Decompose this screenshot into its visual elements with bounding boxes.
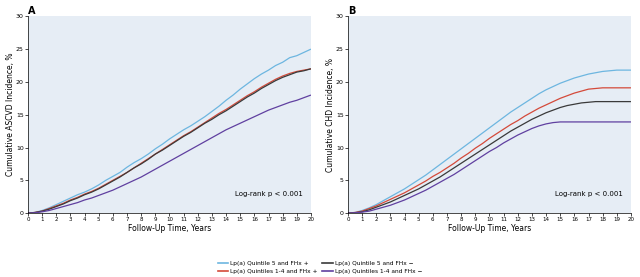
Text: Log-rank p < 0.001: Log-rank p < 0.001 — [555, 191, 623, 198]
Text: A: A — [28, 6, 35, 16]
Text: Log-rank p < 0.001: Log-rank p < 0.001 — [235, 191, 303, 198]
X-axis label: Follow-Up Time, Years: Follow-Up Time, Years — [448, 224, 531, 233]
Y-axis label: Cumulative ASCVD Incidence, %: Cumulative ASCVD Incidence, % — [6, 53, 15, 176]
Text: B: B — [348, 6, 355, 16]
X-axis label: Follow-Up Time, Years: Follow-Up Time, Years — [128, 224, 211, 233]
Legend: Lp(a) Quintile 5 and FHx +, Lp(a) Quintiles 1-4 and FHx +, Lp(a) Quintile 5 and : Lp(a) Quintile 5 and FHx +, Lp(a) Quinti… — [218, 261, 422, 274]
Y-axis label: Cumulative CHD Incidence, %: Cumulative CHD Incidence, % — [326, 58, 335, 172]
